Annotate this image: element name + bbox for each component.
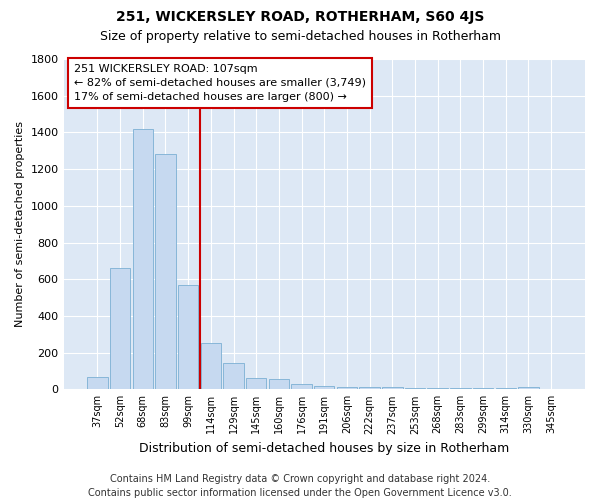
- Bar: [155, 154, 176, 390]
- Bar: [87, 378, 107, 390]
- Text: Contains HM Land Registry data © Crown copyright and database right 2024.
Contai: Contains HM Land Registry data © Crown c…: [88, 474, 512, 498]
- Bar: [382, 388, 403, 390]
- Bar: [110, 268, 130, 390]
- Bar: [337, 386, 357, 390]
- Bar: [292, 384, 312, 390]
- Bar: [314, 386, 334, 390]
- Bar: [450, 388, 470, 390]
- Bar: [223, 362, 244, 390]
- Text: 251 WICKERSLEY ROAD: 107sqm
← 82% of semi-detached houses are smaller (3,749)
17: 251 WICKERSLEY ROAD: 107sqm ← 82% of sem…: [74, 64, 366, 102]
- Bar: [246, 378, 266, 390]
- Bar: [496, 388, 516, 390]
- Bar: [133, 128, 153, 390]
- Bar: [405, 388, 425, 390]
- Bar: [518, 386, 539, 390]
- Text: Size of property relative to semi-detached houses in Rotherham: Size of property relative to semi-detach…: [100, 30, 500, 43]
- Y-axis label: Number of semi-detached properties: Number of semi-detached properties: [15, 121, 25, 327]
- Bar: [200, 342, 221, 390]
- Bar: [359, 388, 380, 390]
- Bar: [473, 388, 493, 390]
- Text: 251, WICKERSLEY ROAD, ROTHERHAM, S60 4JS: 251, WICKERSLEY ROAD, ROTHERHAM, S60 4JS: [116, 10, 484, 24]
- X-axis label: Distribution of semi-detached houses by size in Rotherham: Distribution of semi-detached houses by …: [139, 442, 509, 455]
- Bar: [427, 388, 448, 390]
- Bar: [178, 284, 199, 390]
- Bar: [269, 379, 289, 390]
